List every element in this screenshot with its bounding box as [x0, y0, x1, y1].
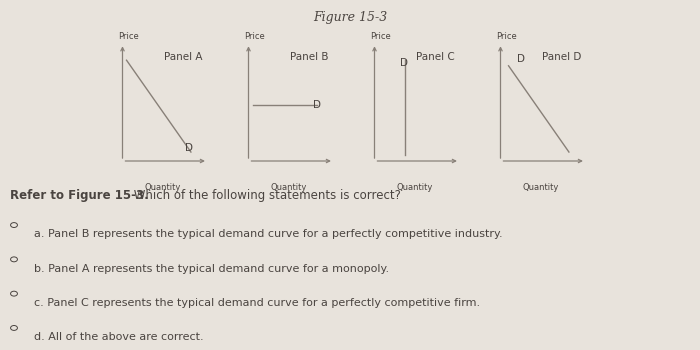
Text: Panel A: Panel A: [164, 52, 203, 62]
Text: d. All of the above are correct.: d. All of the above are correct.: [34, 332, 203, 342]
Text: Price: Price: [496, 32, 517, 41]
Text: D: D: [400, 58, 408, 68]
Text: c. Panel C represents the typical demand curve for a perfectly competitive firm.: c. Panel C represents the typical demand…: [34, 298, 480, 308]
Text: b. Panel A represents the typical demand curve for a monopoly.: b. Panel A represents the typical demand…: [34, 264, 388, 274]
Text: Price: Price: [244, 32, 265, 41]
Text: Price: Price: [370, 32, 391, 41]
Text: Which of the following statements is correct?: Which of the following statements is cor…: [130, 189, 400, 202]
Text: Quantity: Quantity: [145, 183, 181, 192]
Text: Quantity: Quantity: [397, 183, 433, 192]
Text: Panel B: Panel B: [290, 52, 329, 62]
Text: D: D: [313, 100, 321, 110]
Text: Price: Price: [118, 32, 139, 41]
Text: Figure 15-3: Figure 15-3: [313, 10, 387, 23]
Text: Quantity: Quantity: [271, 183, 307, 192]
Text: a. Panel B represents the typical demand curve for a perfectly competitive indus: a. Panel B represents the typical demand…: [34, 229, 502, 239]
Text: D: D: [517, 54, 524, 64]
Text: Refer to Figure 15-3.: Refer to Figure 15-3.: [10, 189, 149, 202]
Text: Panel C: Panel C: [416, 52, 455, 62]
Text: Quantity: Quantity: [523, 183, 559, 192]
Text: Panel D: Panel D: [542, 52, 582, 62]
Text: D: D: [186, 143, 193, 153]
